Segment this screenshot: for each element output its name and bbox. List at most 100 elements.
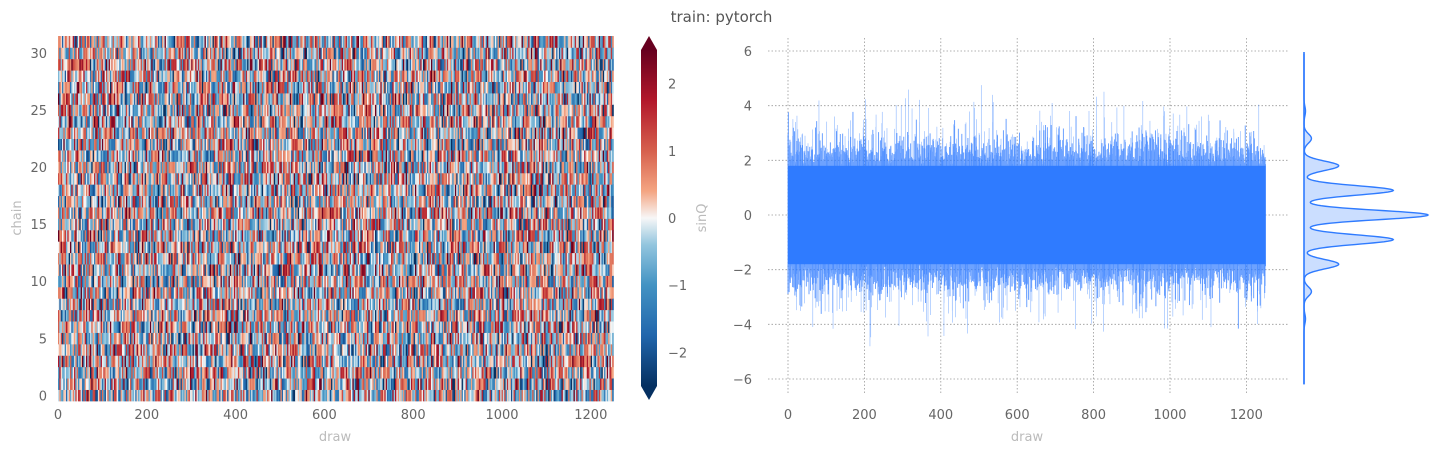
heatmap-cell	[247, 332, 249, 345]
heatmap-cell	[453, 332, 456, 345]
heatmap-cell	[119, 355, 121, 368]
heatmap-cell	[373, 389, 376, 402]
heatmap-cell	[492, 366, 494, 379]
heatmap-cell	[352, 321, 355, 333]
heatmap-cell	[280, 343, 283, 356]
heatmap-cell	[573, 378, 576, 390]
heatmap-cell	[223, 355, 225, 368]
heatmap-cell	[468, 355, 470, 368]
heatmap-cell	[137, 366, 140, 379]
heatmap-cell	[220, 355, 223, 368]
heatmap-cell	[589, 378, 592, 390]
heatmap-cell	[277, 321, 280, 333]
heatmap-cell	[552, 389, 554, 402]
heatmap-cell	[445, 355, 448, 368]
heatmap-cell	[249, 343, 252, 356]
heatmap-cell	[69, 321, 72, 333]
heatmap-cell	[233, 355, 236, 368]
heatmap-cell	[526, 355, 529, 368]
heatmap-cell	[488, 378, 490, 390]
heatmap-cell	[141, 378, 144, 390]
heatmap-cell	[501, 321, 504, 333]
heatmap-cell	[83, 378, 85, 390]
heatmap-cell	[204, 321, 207, 333]
heatmap-cell	[534, 389, 537, 402]
heatmap-cell	[500, 389, 502, 402]
heatmap-cell	[88, 389, 91, 402]
heatmap-cell	[128, 378, 131, 390]
heatmap-cell	[484, 355, 486, 368]
heatmap-cell	[123, 378, 125, 390]
heatmap-cell	[203, 321, 205, 333]
heatmap-cell	[437, 321, 440, 333]
heatmap-cell	[369, 366, 372, 379]
heatmap-cell	[76, 355, 79, 368]
heatmap-cell	[58, 378, 60, 390]
heatmap-cell	[554, 366, 557, 379]
heatmap-cell	[108, 389, 111, 402]
heatmap-cell	[285, 355, 288, 368]
heatmap-cell	[265, 389, 268, 402]
heatmap-cell	[532, 355, 534, 368]
heatmap-cell	[612, 355, 614, 368]
heatmap-cell	[88, 378, 91, 390]
heatmap-cell	[224, 389, 227, 402]
heatmap-cell	[436, 332, 438, 345]
heatmap-cell	[237, 343, 240, 356]
heatmap-cell	[108, 355, 111, 368]
heatmap-cell	[205, 378, 208, 390]
heatmap-cell	[477, 389, 480, 402]
heatmap-cell	[220, 343, 223, 356]
heatmap-cell	[203, 343, 205, 356]
heatmap-cell	[349, 332, 352, 345]
heatmap-cell	[335, 389, 337, 402]
heatmap-cell	[315, 343, 317, 356]
heatmap-cell	[597, 332, 600, 345]
heatmap-cell	[193, 389, 196, 402]
heatmap-cell	[275, 389, 277, 402]
heatmap-cell	[215, 389, 217, 402]
heatmap-cell	[549, 389, 552, 402]
heatmap-cell	[373, 321, 376, 333]
heatmap-cell	[107, 378, 109, 390]
heatmap-cell	[149, 366, 152, 379]
heatmap-cell	[171, 343, 173, 356]
heatmap-cell	[99, 355, 101, 368]
heatmap-cell	[199, 378, 201, 390]
heatmap-cell	[361, 343, 364, 356]
heatmap-cell	[187, 389, 189, 402]
heatmap-cell	[433, 332, 436, 345]
heatmap-cell	[540, 355, 542, 368]
heatmap-cell	[136, 389, 139, 402]
heatmap-cell	[191, 343, 193, 356]
heatmap-cell	[561, 355, 564, 368]
heatmap-cell	[612, 343, 614, 356]
heatmap-cell	[272, 366, 275, 379]
heatmap-cell	[335, 332, 337, 345]
heatmap-cell	[530, 389, 533, 402]
heatmap-cell	[105, 378, 108, 390]
heatmap-cell	[604, 355, 606, 368]
heatmap-cell	[460, 355, 462, 368]
heatmap-cell	[304, 366, 307, 379]
heatmap-cell	[103, 366, 105, 379]
heatmap-cell	[232, 378, 235, 390]
heatmap-cell	[243, 355, 245, 368]
heatmap-cell	[209, 321, 212, 333]
heatmap-cell	[307, 389, 309, 402]
heatmap-cell	[263, 332, 265, 345]
heatmap-cell	[445, 366, 448, 379]
heatmap-cell	[401, 378, 404, 390]
heatmap-cell	[456, 389, 458, 402]
heatmap-cell	[143, 378, 145, 390]
heatmap-cell	[430, 366, 433, 379]
heatmap-cell	[88, 366, 91, 379]
heatmap-cell	[65, 355, 68, 368]
heatmap-cell	[574, 332, 577, 345]
heatmap-cell	[179, 366, 181, 379]
heatmap-cell	[313, 321, 316, 333]
heatmap-cell	[601, 332, 604, 345]
heatmap-cell	[466, 378, 469, 390]
heatmap-cell	[64, 332, 67, 345]
heatmap-cell	[267, 332, 269, 345]
